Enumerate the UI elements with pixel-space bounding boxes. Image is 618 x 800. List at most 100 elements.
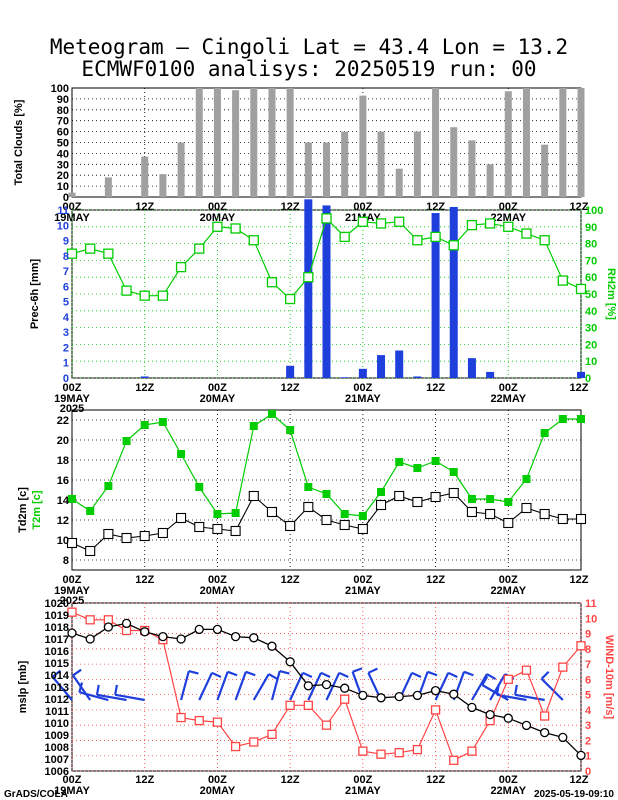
rh-point bbox=[303, 272, 314, 283]
rh-point bbox=[139, 290, 150, 301]
wind-point bbox=[539, 711, 550, 721]
time-tick-label: 12Z bbox=[426, 574, 445, 586]
wind-barb-flag-icon bbox=[227, 670, 238, 677]
precip-y-tick: 7 bbox=[63, 266, 69, 278]
td2m-point bbox=[303, 501, 314, 513]
rh-point bbox=[357, 216, 369, 227]
t2m-point bbox=[140, 421, 149, 429]
wind-barb-flag-icon bbox=[245, 670, 256, 677]
clouds-y-tick: 70 bbox=[57, 116, 69, 128]
year-label: 2025 bbox=[60, 403, 84, 415]
wind-point bbox=[558, 662, 568, 672]
clouds-y-tick: 20 bbox=[57, 170, 69, 182]
time-tick-label: 12Z bbox=[426, 382, 445, 394]
wind-barb-flag-icon bbox=[52, 669, 62, 678]
cloud-bar bbox=[541, 144, 549, 197]
td2m-point bbox=[357, 523, 368, 535]
chart-title-line2: ECMWF0100 analisys: 20250519 run: 00 bbox=[81, 57, 537, 81]
td2m-point bbox=[321, 514, 332, 526]
wind-point bbox=[503, 674, 513, 685]
precip-bar bbox=[467, 358, 476, 378]
precip-y-tick: 2 bbox=[63, 342, 69, 354]
cloud-bar bbox=[232, 90, 240, 197]
wind-barb-flag-icon bbox=[114, 684, 118, 695]
mslp-point bbox=[212, 624, 223, 635]
wind-y-tick: 10 bbox=[585, 613, 597, 625]
precip-bar bbox=[322, 205, 331, 378]
wind-axis-label: WIND-10m [m/s] bbox=[603, 635, 615, 720]
time-tick-label: 12Z bbox=[281, 574, 300, 586]
td2m-point bbox=[521, 502, 532, 514]
wind-barb-flag-icon bbox=[427, 670, 438, 677]
wind-barb-flag-icon bbox=[78, 682, 84, 693]
t2m-point bbox=[122, 437, 131, 445]
wind-y-tick: 7 bbox=[585, 659, 591, 671]
rh-point bbox=[466, 219, 478, 231]
rh-point bbox=[121, 285, 132, 296]
wind-y-tick: 6 bbox=[585, 674, 591, 686]
time-tick-label: 00Z bbox=[353, 382, 372, 394]
date-label: 19MAY bbox=[54, 585, 90, 597]
td2m-point bbox=[230, 525, 241, 537]
wind-barb-flag-icon bbox=[352, 667, 363, 673]
t2m-point bbox=[286, 426, 295, 434]
t2m-point bbox=[158, 418, 167, 426]
wind-barb-flag-icon bbox=[540, 670, 550, 680]
wind-point bbox=[85, 615, 95, 625]
mslp-point bbox=[539, 727, 550, 738]
time-tick-label: 12Z bbox=[135, 382, 154, 394]
wind-barb-flag-icon bbox=[495, 684, 500, 695]
rh-point bbox=[503, 221, 514, 232]
clouds-y-tick: 100 bbox=[51, 83, 69, 95]
wind-point bbox=[576, 641, 586, 651]
wind-barb-flag-icon bbox=[268, 673, 278, 680]
footer-credit: GrADS/COLA bbox=[4, 789, 68, 800]
td2m-point bbox=[539, 508, 550, 520]
precip-bar bbox=[358, 368, 367, 378]
wind-barb-icon bbox=[434, 672, 450, 701]
clouds-y-tick: 10 bbox=[57, 181, 69, 193]
t2m-point bbox=[231, 509, 240, 517]
time-tick-label: 12Z bbox=[281, 201, 300, 213]
precip-y-tick: 8 bbox=[63, 251, 69, 263]
date-label: 20MAY bbox=[200, 785, 236, 797]
precip-y-tick: 4 bbox=[63, 312, 70, 324]
t2m-point bbox=[577, 415, 585, 423]
clouds-y-tick: 50 bbox=[57, 138, 69, 150]
wind-point bbox=[376, 749, 386, 759]
mslp-point bbox=[376, 693, 386, 703]
wind-point bbox=[285, 700, 295, 710]
wind-barb-flag-icon bbox=[411, 671, 422, 679]
wind-barb-icon bbox=[514, 693, 545, 702]
wind-point bbox=[340, 694, 350, 704]
time-tick-label: 00Z bbox=[353, 774, 372, 786]
date-label: 21MAY bbox=[345, 393, 381, 405]
t2m-point bbox=[486, 495, 495, 503]
mslp-y-tick: 1007 bbox=[45, 754, 69, 766]
time-tick-label: 00Z bbox=[499, 574, 518, 586]
mslp-y-tick: 1012 bbox=[45, 694, 69, 706]
wind-barb-icon bbox=[51, 676, 73, 701]
rh-point bbox=[175, 261, 187, 273]
wind-barb-icon bbox=[216, 671, 229, 701]
date-label: 19MAY bbox=[54, 393, 90, 405]
t2m-point bbox=[177, 450, 186, 458]
rh-point bbox=[339, 231, 350, 243]
clouds-axis-label: Total Clouds [%] bbox=[13, 99, 25, 185]
precip-bar bbox=[286, 365, 295, 378]
wind-barb-icon bbox=[79, 691, 109, 702]
mslp-y-tick: 1014 bbox=[45, 670, 70, 682]
precip-bar bbox=[304, 199, 313, 378]
t2m-point bbox=[249, 422, 258, 430]
wind-point bbox=[449, 755, 459, 765]
rh-point bbox=[66, 248, 78, 259]
time-tick-label: 00Z bbox=[63, 774, 82, 786]
mslp-point bbox=[267, 641, 277, 651]
mslp-point bbox=[412, 690, 423, 701]
td2m-point bbox=[412, 496, 423, 508]
temp-y-tick: 10 bbox=[57, 535, 69, 547]
t2m-point bbox=[540, 429, 549, 437]
date-label: 22MAY bbox=[490, 585, 526, 597]
t2m-point bbox=[431, 457, 440, 465]
wind-point bbox=[358, 746, 368, 756]
